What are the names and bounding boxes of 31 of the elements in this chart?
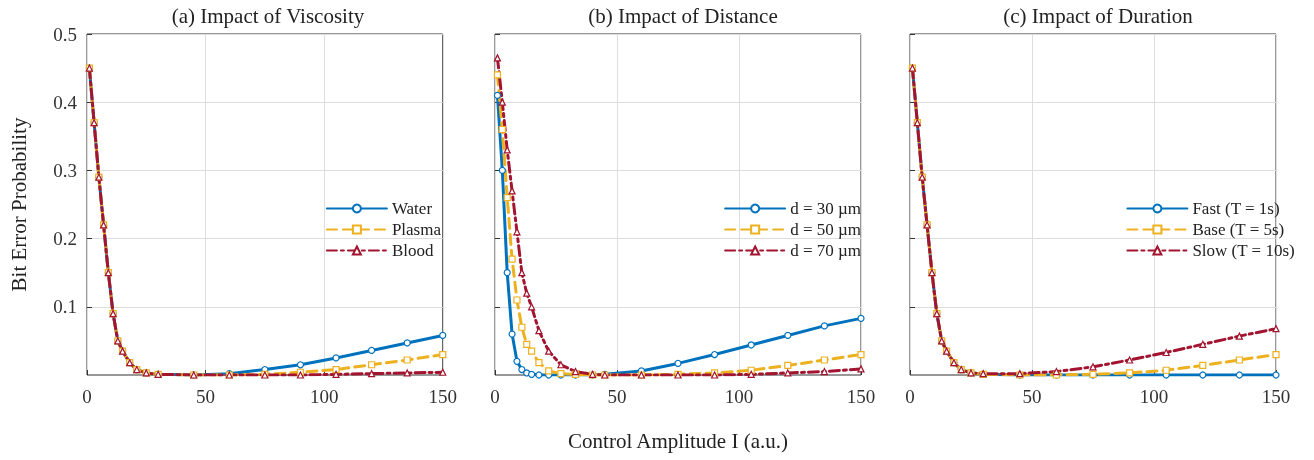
x-tick-label: 100 [1139,386,1169,407]
x-tick-label: 50 [607,386,627,407]
chart-title: (c) Impact of Duration [1003,3,1194,28]
x-tick-label: 100 [724,386,754,407]
x-tick-label: 150 [1261,386,1291,407]
x-tick-label: 50 [1022,386,1042,407]
x-tick-label: 100 [309,386,339,407]
legend-label: Blood [391,241,434,260]
legend-label: Base (T = 5s) [1192,220,1285,239]
y-tick-label: 0.2 [53,228,77,250]
x-tick-label: 50 [196,386,216,407]
x-tick-label: 0 [905,386,915,407]
legend-label: d = 30 µm [790,199,861,218]
chart-title: (a) Impact of Viscosity [171,3,365,28]
chart-title: (b) Impact of Distance [588,3,778,28]
y-axis-title: Bit Error Probability [6,117,31,292]
legend-label: Fast (T = 1s) [1192,199,1280,218]
x-tick-label: 150 [428,386,457,407]
legend-label: d = 50 µm [790,220,861,239]
y-tick-label: 0.1 [53,296,77,318]
legend-label: Water [391,199,433,218]
legend-label: d = 70 µm [790,241,861,260]
legend-label: Slow (T = 10s) [1192,241,1295,260]
y-tick-label: 0.4 [53,91,78,113]
x-tick-label: 150 [846,386,876,407]
x-tick-label: 0 [490,386,500,407]
x-axis-title: Control Amplitude I (a.u.) [568,428,788,453]
legend-label: Plasma [391,220,442,239]
y-tick-label: 0.3 [53,159,77,181]
y-tick-label: 0.5 [53,23,77,45]
x-tick-label: 0 [82,386,92,407]
